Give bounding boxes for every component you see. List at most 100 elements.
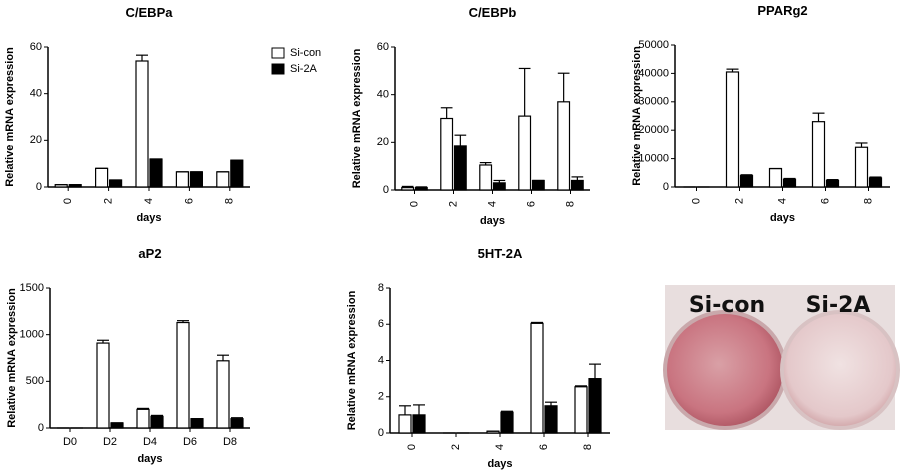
bar <box>768 167 783 188</box>
y-tick-label: 60 <box>30 41 42 53</box>
bar <box>149 158 163 188</box>
bar <box>518 115 532 191</box>
error-bar <box>401 185 414 188</box>
y-tick-label: 0 <box>38 422 44 434</box>
error-bar <box>151 414 163 417</box>
x-tick-label: 4 <box>776 198 788 204</box>
y-tick-label: 0 <box>663 181 669 193</box>
bar <box>811 121 826 188</box>
bar <box>216 171 230 188</box>
bar <box>190 418 204 429</box>
error-bar <box>493 179 506 183</box>
bar <box>230 418 244 429</box>
legend-label: Si-con <box>290 47 321 59</box>
error-bar <box>501 410 513 413</box>
bar <box>136 408 150 429</box>
error-bar <box>589 363 601 379</box>
x-tick-label: 8 <box>564 201 576 207</box>
x-tick-label: 4 <box>494 444 506 450</box>
error-bar <box>575 385 587 387</box>
y-tick-label: 40000 <box>638 67 669 79</box>
x-tick-label: 4 <box>143 198 155 204</box>
bar <box>868 177 883 188</box>
bar <box>216 360 230 429</box>
y-tick-label: 20000 <box>638 124 669 136</box>
bar <box>531 179 545 191</box>
error-bar <box>826 179 839 181</box>
bar <box>530 322 544 434</box>
error-bar <box>545 401 557 406</box>
x-tick-label: 6 <box>819 198 831 204</box>
y-axis-label: Relative mRNA expression <box>631 46 643 186</box>
error-bar <box>726 68 739 72</box>
error-bar <box>217 354 229 361</box>
y-axis-label: Relative mRNA expression <box>351 48 363 188</box>
bar <box>175 171 189 188</box>
x-axis-label: days <box>137 453 162 465</box>
x-tick-label: 0 <box>406 444 418 450</box>
photo-label: Si-2A <box>806 293 871 318</box>
bar <box>500 411 514 434</box>
bar <box>110 422 124 429</box>
error-bar <box>136 54 148 61</box>
error-bar <box>740 174 753 176</box>
error-bar <box>518 67 531 117</box>
bar <box>453 145 467 191</box>
error-bar <box>479 161 492 165</box>
legend-swatch <box>271 63 285 75</box>
x-tick-label: D2 <box>103 436 117 448</box>
bar <box>401 187 415 191</box>
x-tick-label: 2 <box>447 201 459 207</box>
x-tick-label: 2 <box>103 198 115 204</box>
error-bar <box>557 72 570 102</box>
x-axis-label: days <box>136 212 161 224</box>
x-axis-label: days <box>487 458 512 470</box>
bar <box>588 378 602 434</box>
error-bar <box>97 339 109 344</box>
y-tick-label: 60 <box>377 41 389 53</box>
x-tick-label: D6 <box>183 436 197 448</box>
bar <box>557 101 571 191</box>
chart: PPARg2 Relative mRNA expression days 0 10000… <box>631 3 890 224</box>
y-tick-label: 4 <box>378 354 384 366</box>
chart-title: aP2 <box>138 246 161 261</box>
error-bar <box>571 176 584 181</box>
y-tick-label: 40 <box>377 89 389 101</box>
bar <box>150 415 164 429</box>
y-axis-label: Relative mRNA expression <box>4 47 16 187</box>
error-bar <box>783 177 796 180</box>
x-tick-label: 4 <box>486 201 498 207</box>
bar <box>570 179 584 191</box>
y-axis-label: Relative mRNA expression <box>6 288 18 428</box>
y-axis-label: Relative mRNA expression <box>346 290 358 430</box>
y-tick-label: 20 <box>30 134 42 146</box>
error-bar <box>413 404 425 415</box>
bar <box>544 405 558 434</box>
x-tick-label: 2 <box>733 198 745 204</box>
chart: 5HT-2A Relative mRNA expression days 0 2 4 6 8 0… <box>346 246 610 470</box>
bar <box>725 71 740 188</box>
y-tick-label: 50000 <box>638 39 669 51</box>
bar <box>176 321 190 429</box>
y-tick-label: 6 <box>378 318 384 330</box>
error-bar <box>137 407 149 410</box>
bar <box>574 386 588 434</box>
x-tick-label: 2 <box>450 444 462 450</box>
x-tick-label: 0 <box>408 201 420 207</box>
error-bar <box>855 142 868 148</box>
bar <box>135 60 149 188</box>
x-axis-label: days <box>480 215 505 227</box>
bar <box>854 146 869 188</box>
chart-title: 5HT-2A <box>478 246 523 261</box>
error-bar <box>869 176 882 178</box>
x-tick-label: D4 <box>143 436 157 448</box>
x-tick-label: 6 <box>525 201 537 207</box>
bar <box>739 175 754 188</box>
bar <box>94 167 109 188</box>
bar <box>782 178 797 188</box>
well <box>780 310 900 430</box>
y-tick-label: 8 <box>378 282 384 294</box>
